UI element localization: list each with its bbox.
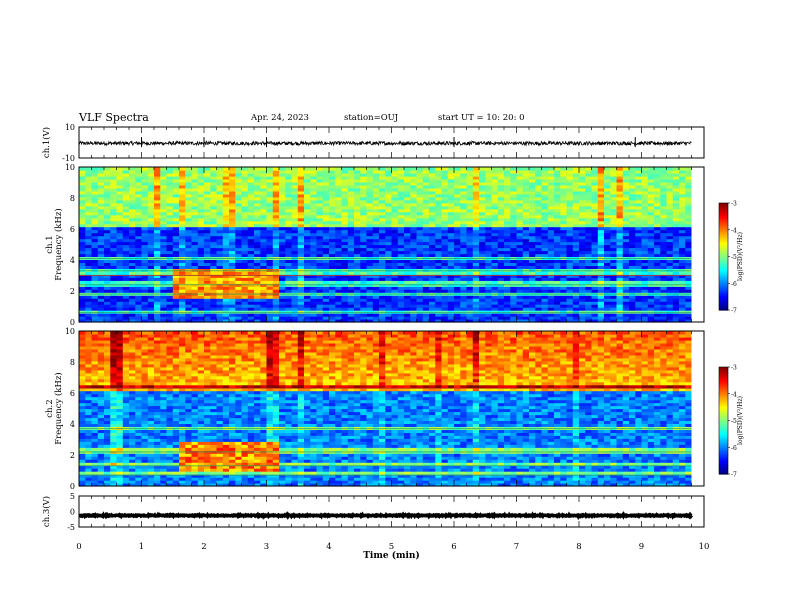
- x-axis-label: Time (min): [363, 550, 420, 561]
- y-tick-label-ch1-waveform: 10: [65, 123, 75, 132]
- x-tick-label: 0: [76, 542, 81, 552]
- colorbar-tick-label: -4: [731, 227, 737, 234]
- chart-title: VLF Spectra: [79, 111, 149, 124]
- y-tick-label-ch1-spectrogram: 2: [70, 287, 75, 296]
- y-axis-label-ch2-spectrogram: Frequency (kHz): [53, 372, 64, 444]
- colorbar-tick-label: -4: [731, 391, 737, 398]
- colorbar-tick-label: -5: [731, 418, 737, 425]
- colorbar-tick-label: -6: [731, 445, 737, 452]
- spectrogram-cells-ch2-spectrogram: [79, 331, 693, 487]
- no-data-region: [691, 167, 704, 322]
- colorbar-ch1-spectrogram: [719, 203, 728, 311]
- date-label: Apr. 24, 2023: [251, 113, 309, 123]
- channel-label-ch1-spectrogram: ch.1: [45, 235, 55, 253]
- y-tick-label-ch2-spectrogram: 8: [70, 358, 75, 367]
- y-tick-label-ch2-spectrogram: 10: [65, 327, 75, 336]
- y-tick-label-ch2-spectrogram: 2: [70, 451, 75, 460]
- colorbar-tick-label: -5: [731, 254, 737, 261]
- y-tick-label-ch1-spectrogram: 6: [70, 225, 75, 234]
- y-tick-label-ch3-waveform: 0: [70, 508, 75, 517]
- x-tick-label: 5: [389, 542, 394, 552]
- x-tick-label: 8: [576, 542, 581, 552]
- y-axis-label-ch3-waveform: ch.3(V): [41, 496, 52, 527]
- y-tick-label-ch3-waveform: 5: [70, 492, 75, 501]
- y-tick-label-ch2-spectrogram: 0: [70, 482, 75, 491]
- channel-label-ch2-spectrogram: ch.2: [45, 399, 55, 417]
- y-axis-label-ch1-spectrogram: Frequency (kHz): [53, 208, 64, 280]
- colorbar-tick-label: -6: [731, 281, 737, 288]
- colorbar-label-ch2-spectrogram: log(PSD)(V²/Hz): [737, 396, 744, 445]
- x-tick-label: 9: [639, 542, 644, 552]
- y-tick-label-ch1-spectrogram: 10: [65, 163, 75, 172]
- waveform-trace-ch3-waveform: [78, 511, 693, 521]
- colorbar-ch2-spectrogram: [719, 367, 728, 475]
- colorbar-label-ch1-spectrogram: log(PSD)(V²/Hz): [737, 232, 744, 281]
- x-tick-label: 7: [514, 542, 519, 552]
- x-tick-label: 2: [201, 542, 206, 552]
- colorbar-tick-label: -7: [731, 308, 737, 315]
- y-tick-label-ch2-spectrogram: 4: [70, 420, 75, 429]
- colorbar-tick-label: -3: [731, 365, 737, 372]
- spectrogram-cells-ch1-spectrogram: [79, 167, 693, 323]
- y-tick-label-ch1-spectrogram: 8: [70, 194, 75, 203]
- x-tick-label: 4: [326, 542, 331, 552]
- no-data-region: [691, 331, 704, 486]
- y-tick-label-ch3-waveform: -5: [67, 523, 75, 532]
- x-tick-label: 10: [699, 542, 710, 552]
- station-label: station=OUJ: [344, 113, 399, 123]
- x-tick-label: 6: [451, 542, 456, 552]
- y-tick-label-ch1-spectrogram: 4: [70, 256, 75, 265]
- colorbar-tick-label: -7: [731, 472, 737, 479]
- x-tick-label: 1: [139, 542, 144, 552]
- y-tick-label-ch1-spectrogram: 0: [70, 318, 75, 327]
- y-axis-label-ch1-waveform: ch.1(V): [41, 127, 52, 158]
- waveform-trace-ch1-waveform: [78, 140, 692, 147]
- y-tick-label-ch1-waveform: -10: [62, 154, 75, 163]
- start-time-label: start UT = 10: 20: 0: [438, 113, 525, 123]
- x-tick-label: 3: [264, 542, 269, 552]
- y-tick-label-ch2-spectrogram: 6: [70, 389, 75, 398]
- colorbar-tick-label: -3: [731, 201, 737, 208]
